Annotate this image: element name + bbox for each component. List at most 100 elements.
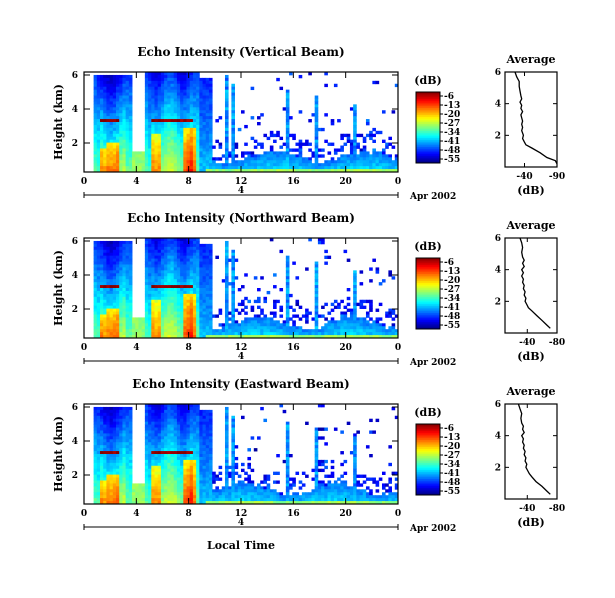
colorbar-segment <box>416 152 440 155</box>
heatmap-cell <box>109 439 114 443</box>
heatmap-cell <box>103 471 107 475</box>
heatmap-cell <box>365 163 370 167</box>
heatmap-cell <box>160 459 165 464</box>
heatmap-cell <box>224 98 229 102</box>
heatmap-cell <box>250 154 255 158</box>
heatmap-cell <box>369 166 373 170</box>
heatmap-cell <box>100 285 104 289</box>
heatmap-cell <box>231 477 235 481</box>
heatmap-cell <box>228 258 232 262</box>
heatmap-cell <box>314 95 319 99</box>
heatmap-cell <box>119 406 123 411</box>
heatmap-cell <box>173 285 178 289</box>
heatmap-cell <box>324 326 328 330</box>
heatmap-cell <box>144 267 149 271</box>
heatmap-cell <box>192 249 197 254</box>
heatmap-cell <box>93 492 98 496</box>
heatmap-cell <box>164 483 168 487</box>
heatmap-cell <box>186 424 191 428</box>
heatmap-cell <box>176 451 181 455</box>
heatmap-cell <box>205 445 210 449</box>
heatmap-cell <box>151 406 155 411</box>
heatmap-cell <box>100 454 104 458</box>
heatmap-cell <box>192 293 197 298</box>
heatmap-cell <box>276 163 280 167</box>
heatmap-cell <box>160 415 165 420</box>
heatmap-cell <box>154 427 159 431</box>
heatmap-cell <box>196 119 200 123</box>
heatmap-cell <box>346 133 351 138</box>
colorbar-segment <box>416 131 440 134</box>
heatmap-cell <box>205 302 210 307</box>
heatmap-cell <box>237 486 242 490</box>
heatmap-cell <box>154 293 159 298</box>
heatmap-cell <box>122 430 127 434</box>
heatmap-cell <box>103 326 107 330</box>
heatmap-cell <box>167 409 171 414</box>
heatmap-cell <box>208 139 213 143</box>
heatmap-cell <box>170 261 175 265</box>
heatmap-cell <box>394 166 399 170</box>
heatmap-cell <box>157 113 162 117</box>
heatmap-cell <box>148 258 152 262</box>
heatmap-cell <box>154 116 159 120</box>
heatmap-cell <box>199 409 203 414</box>
heatmap-cell <box>96 480 101 484</box>
heatmap-cell <box>154 299 159 304</box>
heatmap-cell <box>96 311 101 315</box>
heatmap-cell <box>109 459 114 464</box>
heatmap-cell <box>176 317 181 321</box>
heatmap-cell <box>144 255 149 259</box>
heatmap-cell <box>112 279 117 283</box>
heatmap-cell <box>125 243 130 248</box>
heatmap-cell <box>125 442 130 446</box>
heatmap-cell <box>116 104 120 108</box>
heatmap-cell <box>164 459 168 464</box>
heatmap-cell <box>285 136 290 141</box>
heatmap-cell <box>167 166 171 170</box>
heatmap-cell <box>199 77 203 82</box>
heatmap-cell <box>164 80 168 85</box>
heatmap-cell <box>269 323 274 327</box>
heatmap-cell <box>372 139 376 143</box>
heatmap-cell <box>180 270 184 274</box>
heatmap-cell <box>196 299 200 304</box>
heatmap-cell <box>375 317 380 321</box>
heatmap-cell <box>112 77 117 82</box>
heatmap-cell <box>362 323 367 327</box>
heatmap-cell <box>253 166 258 170</box>
heatmap-cell <box>196 142 200 146</box>
heatmap-cell <box>173 483 178 487</box>
heatmap-cell <box>173 498 178 502</box>
heatmap-cell <box>263 314 268 318</box>
heatmap-cell <box>333 166 338 170</box>
heatmap-cell <box>234 258 239 262</box>
heatmap-cell <box>151 157 155 161</box>
heatmap-cell <box>170 495 175 499</box>
heatmap-cell <box>391 323 396 327</box>
heatmap-cell <box>122 296 127 301</box>
heatmap-cell <box>96 122 101 126</box>
heatmap-cell <box>164 430 168 434</box>
heatmap-cell <box>109 285 114 289</box>
heatmap-cell <box>202 124 207 129</box>
heatmap-cell <box>157 130 162 135</box>
heatmap-cell <box>353 119 357 123</box>
heatmap-cell <box>160 468 165 473</box>
heatmap-cell <box>192 498 197 502</box>
heatmap-cell <box>247 495 252 499</box>
heatmap-cell <box>144 148 149 152</box>
heatmap-cell <box>285 113 290 117</box>
heatmap-cell <box>359 160 364 164</box>
heatmap-cell <box>208 133 213 138</box>
heatmap-cell <box>340 329 344 333</box>
heatmap-cell <box>125 433 130 437</box>
heatmap-cell <box>353 314 357 318</box>
heatmap-cell <box>160 80 165 85</box>
heatmap-cell <box>180 101 184 105</box>
heatmap-cell <box>106 74 111 79</box>
heatmap-cell <box>164 290 168 295</box>
heatmap-cell <box>295 142 300 146</box>
average-frame <box>504 237 558 334</box>
heatmap-cell <box>218 145 223 149</box>
